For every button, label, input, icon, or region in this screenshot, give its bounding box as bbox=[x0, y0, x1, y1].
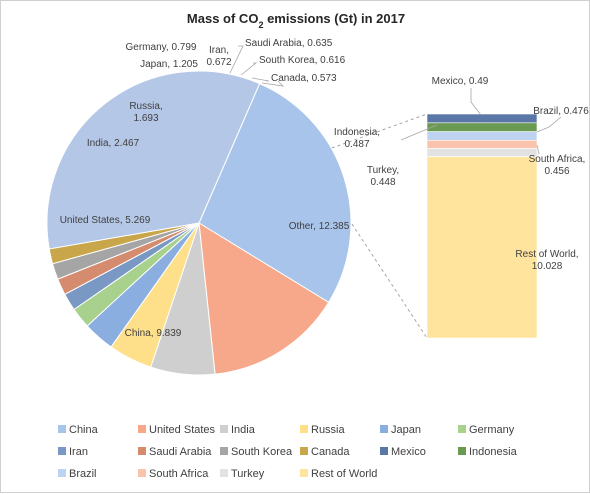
legend-swatch bbox=[458, 425, 466, 433]
pie-slices bbox=[46, 70, 352, 376]
legend-swatch bbox=[300, 447, 308, 455]
chart-title: Mass of CO2 emissions (Gt) in 2017 bbox=[187, 11, 405, 30]
data-label-mexico: Mexico, 0.49 bbox=[432, 76, 489, 87]
legend-label: United States bbox=[149, 424, 216, 436]
data-label-canada: Canada, 0.573 bbox=[271, 73, 337, 84]
legend-label: Mexico bbox=[391, 446, 426, 458]
bar-segment-turkey bbox=[426, 148, 538, 157]
legend-label: South Korea bbox=[231, 446, 293, 458]
legend-item-brazil: Brazil bbox=[58, 468, 97, 480]
data-label-brazil: Brazil, 0.476 bbox=[533, 106, 589, 117]
legend-item-mexico: Mexico bbox=[380, 446, 426, 458]
legend-label: Iran bbox=[69, 446, 88, 458]
bar-segment-rest-of-world bbox=[426, 156, 538, 339]
leader-line bbox=[470, 88, 482, 116]
legend-label: Canada bbox=[311, 446, 350, 458]
legend-item-japan: Japan bbox=[380, 424, 421, 436]
data-label-iran: Iran, 0.672 bbox=[206, 45, 231, 68]
leader-line bbox=[536, 116, 562, 133]
legend-item-rest-of-world: Rest of World bbox=[300, 468, 377, 480]
leader-line bbox=[400, 124, 438, 141]
leader-line bbox=[240, 62, 258, 76]
legend-swatch bbox=[220, 425, 228, 433]
legend-swatch bbox=[138, 447, 146, 455]
legend-label: South Africa bbox=[149, 468, 209, 480]
data-label-rest-of-world: Rest of World, 10.028 bbox=[515, 249, 578, 272]
data-label-saudi-arabia: Saudi Arabia, 0.635 bbox=[245, 38, 333, 49]
legend-swatch bbox=[220, 469, 228, 477]
pie-slice-china bbox=[198, 82, 352, 304]
legend-swatch bbox=[138, 425, 146, 433]
legend-label: China bbox=[69, 424, 99, 436]
legend-label: Indonesia bbox=[469, 446, 518, 458]
data-label-south-africa: South Africa, 0.456 bbox=[529, 154, 586, 177]
data-label-indonesia: Indonesia, 0.487 bbox=[334, 127, 380, 150]
data-label-other: Other, 12.385 bbox=[289, 221, 350, 232]
legend-item-saudi-arabia: Saudi Arabia bbox=[138, 446, 212, 458]
bar-segment-indonesia bbox=[426, 122, 538, 132]
leader-line bbox=[536, 144, 540, 155]
legend-swatch bbox=[138, 469, 146, 477]
legend-swatch bbox=[458, 447, 466, 455]
data-label-united-states: United States, 5.269 bbox=[60, 215, 151, 226]
data-label-japan: Japan, 1.205 bbox=[140, 59, 198, 70]
legend-label: India bbox=[231, 424, 256, 436]
legend-swatch bbox=[300, 469, 308, 477]
legend-item-canada: Canada bbox=[300, 446, 350, 458]
legend-swatch bbox=[380, 425, 388, 433]
bar-segment-brazil bbox=[426, 131, 538, 141]
data-label-china: China, 9.839 bbox=[125, 328, 182, 339]
legend-item-germany: Germany bbox=[458, 424, 515, 436]
legend-label: Japan bbox=[391, 424, 421, 436]
legend-label: Germany bbox=[469, 424, 515, 436]
legend-item-south-africa: South Africa bbox=[138, 468, 209, 480]
legend-swatch bbox=[58, 447, 66, 455]
bar-segment-mexico bbox=[426, 113, 538, 124]
legend-swatch bbox=[380, 447, 388, 455]
data-label-south-korea: South Korea, 0.616 bbox=[259, 55, 346, 66]
data-label-india: India, 2.467 bbox=[87, 138, 140, 149]
legend-item-south-korea: South Korea bbox=[220, 446, 293, 458]
legend-item-indonesia: Indonesia bbox=[458, 446, 518, 458]
data-label-turkey: Turkey, 0.448 bbox=[367, 165, 399, 188]
data-label-germany: Germany, 0.799 bbox=[126, 42, 197, 53]
legend-item-turkey: Turkey bbox=[220, 468, 265, 480]
data-label-russia: Russia, 1.693 bbox=[129, 101, 162, 124]
legend-label: Brazil bbox=[69, 468, 97, 480]
bar-segment-south-africa bbox=[426, 139, 538, 149]
pie-slice-united-states bbox=[198, 222, 330, 375]
leader-line bbox=[261, 80, 285, 87]
legend-item-iran: Iran bbox=[58, 446, 88, 458]
legend-item-india: India bbox=[220, 424, 256, 436]
data-labels: China, 9.839 United States, 5.269 India, 2… bbox=[60, 38, 590, 339]
legend: China United States India Russia Japan German… bbox=[58, 424, 518, 480]
legend-label: Rest of World bbox=[311, 468, 377, 480]
legend-label: Saudi Arabia bbox=[149, 446, 212, 458]
legend-label: Russia bbox=[311, 424, 346, 436]
secondary-bar bbox=[426, 113, 538, 339]
legend-swatch bbox=[220, 447, 228, 455]
leader-line bbox=[229, 45, 244, 74]
legend-item-russia: Russia bbox=[300, 424, 346, 436]
legend-label: Turkey bbox=[231, 468, 265, 480]
legend-item-china: China bbox=[58, 424, 99, 436]
legend-swatch bbox=[300, 425, 308, 433]
legend-item-united-states: United States bbox=[138, 424, 216, 436]
leader-line bbox=[251, 77, 270, 82]
legend-swatch bbox=[58, 425, 66, 433]
pie-slice-other bbox=[46, 70, 261, 250]
legend-swatch bbox=[58, 469, 66, 477]
